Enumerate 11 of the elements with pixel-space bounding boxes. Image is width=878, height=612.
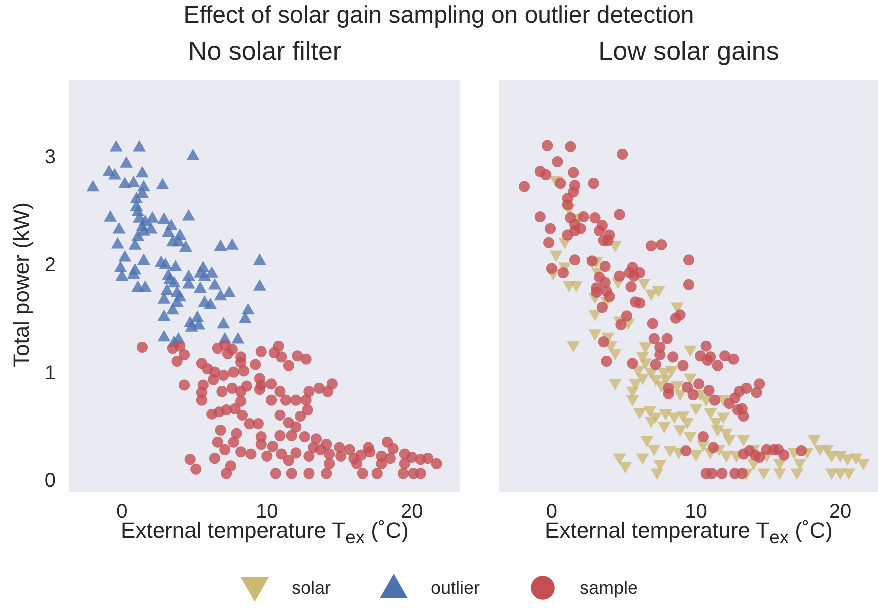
y-tick-label: 2: [44, 254, 56, 277]
chart-subtitle: Low solar gains: [598, 36, 780, 67]
chart-subtitle: No solar filter: [187, 36, 343, 67]
chart-title: Effect of solar gain sampling on outlier detection: [182, 2, 696, 30]
y-tick-label: 0: [44, 470, 56, 492]
y-tick-label: 3: [44, 146, 56, 169]
legend-label: sample: [580, 578, 638, 598]
y-axis-title: Total power (kW): [9, 201, 35, 370]
legend-label: outlier: [430, 578, 480, 598]
legend-label: solar: [292, 578, 331, 598]
y-tick-label: 1: [44, 362, 56, 384]
